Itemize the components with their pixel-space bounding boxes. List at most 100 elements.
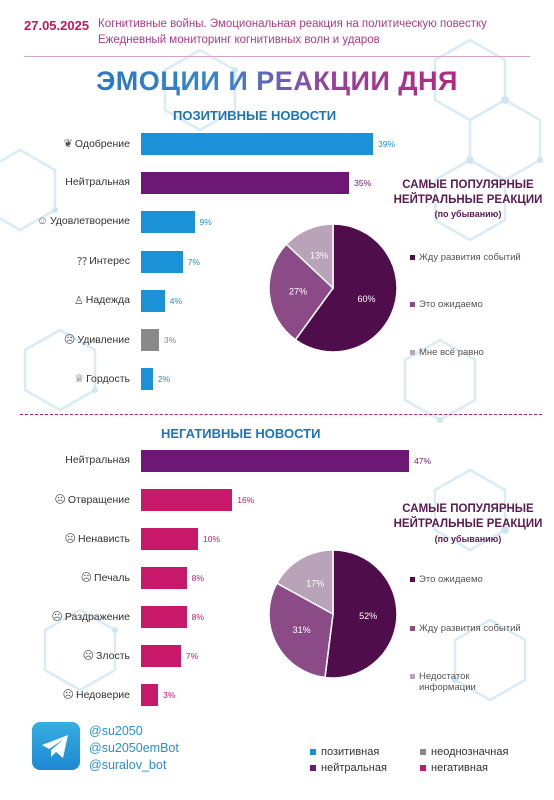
legend-swatch: [410, 302, 415, 307]
positive-category-text: Интерес: [89, 255, 130, 268]
header-title: Когнитивные войны. Эмоциональная реакция…: [98, 18, 487, 30]
negative-category-text: Ненависть: [77, 532, 130, 545]
positive-pie-title: САМЫЕ ПОПУЛЯРНЫЕ НЕЙТРАЛЬНЫЕ РЕАКЦИИ: [383, 178, 553, 208]
negative-category-text: Печаль: [94, 571, 130, 584]
positive-bar-value: 4%: [169, 295, 183, 306]
emotion-icon: ☹: [54, 494, 66, 506]
negative-pie-title-line2: НЕЙТРАЛЬНЫЕ РЕАКЦИИ: [393, 518, 543, 530]
emotion-icon: ☹: [63, 334, 76, 346]
positive-bar-value: 39%: [378, 139, 396, 149]
negative-bar-value: 47%: [414, 456, 432, 466]
positive-category-text: Нейтральная: [65, 176, 130, 189]
negative-pie-slice: [275, 549, 334, 616]
positive-bar: [141, 250, 183, 273]
negative-bar-value: 8%: [191, 612, 204, 622]
positive-bar-label: ❦ Одобрение: [10, 137, 130, 151]
negative-pie-title-line1: САМЫЕ ПОПУЛЯРНЫЕ: [402, 503, 534, 515]
negative-bar-label: ☹ Раздражение: [10, 610, 130, 624]
positive-category-text: Удивление: [77, 333, 130, 346]
negative-bar: [141, 450, 409, 472]
legend-label: Это ожидаемо: [419, 574, 483, 585]
negative-section-title: НЕГАТИВНЫЕ НОВОСТИ: [161, 426, 321, 441]
negative-pie-legend-item: Это ожидаемо: [410, 574, 483, 585]
negative-pie-legend-item: Недостаток информации: [410, 671, 476, 693]
positive-pie-legend-item: Мне всё равно: [410, 347, 484, 358]
legend-swatch: [420, 749, 426, 755]
report-date: 27.05.2025: [24, 18, 90, 33]
positive-pie-legend-item: Жду развития событий: [410, 252, 521, 263]
positive-pie-value: 27%: [289, 286, 307, 296]
legend-positive: позитивная: [310, 746, 379, 758]
positive-bar-label: ☺ Удовлетворение: [10, 215, 130, 227]
positive-bar: [141, 368, 153, 391]
negative-bar-label: ☹ Недоверие: [10, 688, 130, 702]
emotion-icon: ☹: [64, 533, 76, 545]
positive-pie-legend-item: Это ожидаемо: [410, 299, 483, 310]
legend-label: Жду развития событий: [419, 252, 521, 263]
legend-swatch: [310, 749, 316, 755]
positive-bar-label: ♕ Гордость: [10, 372, 130, 386]
legend-swatch: [410, 577, 415, 582]
positive-pie-slice: [285, 223, 334, 290]
negative-bar: [141, 528, 199, 550]
positive-section-title: ПОЗИТИВНЫЕ НОВОСТИ: [173, 108, 337, 123]
positive-pie-slice: [268, 243, 334, 341]
positive-bar-value: 2%: [157, 374, 171, 385]
negative-category-text: Нейтральная: [65, 454, 130, 466]
positive-bar-label: ♙ Надежда: [10, 294, 130, 307]
negative-bar-label: Нейтральная: [10, 454, 130, 466]
positive-pie-subtitle: (по убыванию): [434, 209, 502, 219]
negative-bar-label: ☹ Злость: [10, 649, 130, 663]
legend-swatch: [410, 674, 415, 679]
positive-bar: [141, 172, 350, 195]
negative-pie-legend-item: Жду развития событий: [410, 623, 521, 634]
legend-label: позитивная: [321, 746, 380, 758]
positive-bar-label: ☹ Удивление: [10, 333, 130, 347]
negative-category-text: Отвращение: [67, 493, 130, 506]
positive-category-text: Удовлетворение: [49, 215, 130, 228]
negative-pie-chart: 52% 31% 17%: [268, 549, 398, 679]
emotion-icon: ☹: [51, 611, 63, 623]
positive-pie-chart: 60% 27% 13%: [268, 223, 398, 353]
negative-bar-label: ☹ Отвращение: [10, 493, 130, 507]
positive-bar: [141, 211, 195, 234]
header-divider: [24, 56, 530, 57]
positive-bar: [141, 289, 165, 312]
legend-swatch: [410, 350, 415, 355]
paper-plane-icon: [42, 735, 68, 758]
negative-bar-value: 7%: [185, 651, 199, 661]
emotion-icon: ♙: [73, 294, 84, 307]
bot-handle-link[interactable]: @suralov_bot: [89, 758, 167, 772]
negative-pie-title: САМЫЕ ПОПУЛЯРНЫЕ НЕЙТРАЛЬНЫЕ РЕАКЦИИ: [383, 502, 553, 532]
emotion-icon: ⁇: [77, 255, 88, 268]
positive-bar: [141, 133, 373, 155]
positive-category-text: Гордость: [86, 372, 130, 385]
channel-handle-link[interactable]: @su2050: [89, 724, 143, 738]
legend-swatch: [410, 626, 415, 631]
negative-bar-label: ☹ Ненависть: [10, 532, 130, 546]
section-divider: [20, 414, 542, 415]
negative-pie-subtitle: (по убыванию): [434, 534, 502, 544]
positive-bar-value: 7%: [187, 256, 200, 267]
legend-label: негативная: [431, 762, 489, 774]
positive-pie-slice: [294, 223, 398, 353]
emotion-icon: ☺: [36, 215, 48, 228]
negative-bar: [141, 489, 233, 511]
legend-ambiguous: неоднозначная: [420, 746, 508, 758]
telegram-icon[interactable]: [32, 722, 80, 770]
header-subtitle: Ежедневный мониторинг когнитивных волн и…: [98, 34, 380, 46]
negative-bar: [141, 606, 187, 628]
positive-bar-label: ⁇ Интерес: [10, 255, 130, 268]
legend-label: Это ожидаемо: [419, 299, 483, 310]
positive-category-text: Надежда: [85, 294, 130, 307]
positive-pie-title-line1: САМЫЕ ПОПУЛЯРНЫЕ: [402, 179, 534, 191]
negative-pie-value: 31%: [293, 625, 311, 635]
positive-bar-value: 3%: [163, 335, 177, 345]
emotion-icon: ☹: [62, 689, 74, 701]
negative-pie-slice: [268, 582, 334, 679]
negative-category-text: Недоверие: [75, 688, 130, 701]
bot-handle-link[interactable]: @su2050emBot: [89, 741, 179, 755]
emotion-icon: ♕: [74, 373, 85, 386]
negative-bar: [141, 684, 159, 706]
